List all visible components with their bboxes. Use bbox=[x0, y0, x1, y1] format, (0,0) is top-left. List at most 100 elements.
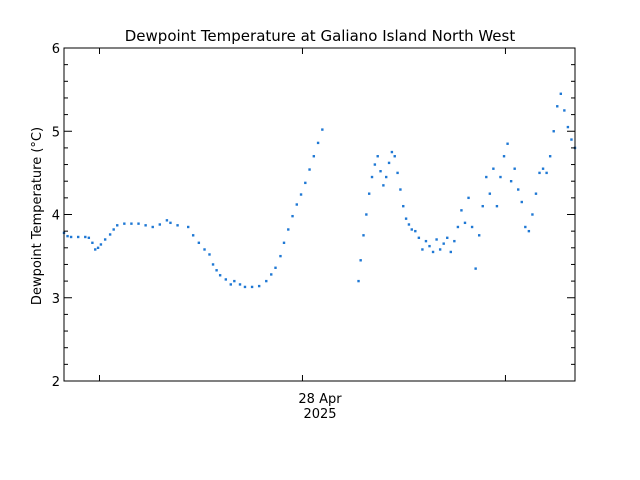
data-point-77 bbox=[431, 250, 435, 254]
data-point-91 bbox=[481, 204, 484, 208]
data-point-54 bbox=[362, 234, 365, 237]
data-point-19 bbox=[158, 223, 162, 226]
data-point-87 bbox=[467, 196, 470, 200]
data-point-39 bbox=[270, 273, 273, 276]
data-point-53 bbox=[359, 259, 362, 262]
data-point-47 bbox=[304, 181, 307, 185]
x-axis-ticks bbox=[98, 48, 506, 381]
data-point-85 bbox=[460, 209, 463, 212]
data-point-96 bbox=[499, 175, 502, 179]
data-point-7 bbox=[94, 248, 97, 251]
data-point-41 bbox=[279, 254, 282, 258]
data-point-111 bbox=[552, 130, 555, 133]
data-point-30 bbox=[218, 274, 222, 277]
data-point-57 bbox=[370, 175, 374, 179]
data-point-109 bbox=[545, 171, 548, 175]
data-point-55 bbox=[365, 213, 368, 216]
data-point-70 bbox=[407, 223, 411, 226]
data-point-89 bbox=[474, 267, 477, 270]
data-point-86 bbox=[463, 221, 467, 225]
data-point-114 bbox=[563, 109, 566, 112]
data-point-5 bbox=[87, 236, 91, 240]
data-point-59 bbox=[376, 155, 379, 158]
data-point-25 bbox=[197, 241, 201, 244]
data-points bbox=[62, 92, 577, 289]
data-point-74 bbox=[421, 248, 424, 251]
data-point-31 bbox=[224, 278, 228, 281]
y-tick-label-4: 6 bbox=[52, 42, 60, 57]
data-point-29 bbox=[215, 269, 218, 272]
data-point-99 bbox=[509, 180, 513, 183]
data-point-67 bbox=[399, 188, 402, 191]
data-point-51 bbox=[321, 128, 324, 131]
data-point-6 bbox=[91, 241, 94, 244]
data-point-50 bbox=[316, 141, 320, 145]
data-point-23 bbox=[187, 225, 190, 229]
data-point-48 bbox=[308, 168, 311, 171]
data-point-69 bbox=[404, 217, 408, 220]
data-point-93 bbox=[488, 192, 492, 195]
data-point-106 bbox=[534, 192, 538, 195]
x-tick-label-date: 28 Apr bbox=[298, 392, 342, 407]
data-point-73 bbox=[417, 236, 421, 240]
data-point-81 bbox=[446, 236, 449, 240]
data-point-98 bbox=[506, 142, 509, 145]
data-point-32 bbox=[229, 283, 232, 286]
data-point-44 bbox=[291, 214, 294, 218]
data-point-88 bbox=[470, 225, 474, 229]
data-point-4 bbox=[84, 235, 87, 239]
data-point-78 bbox=[435, 238, 438, 241]
y-tick-label-3: 5 bbox=[52, 125, 60, 140]
data-point-42 bbox=[282, 241, 286, 244]
data-point-82 bbox=[449, 250, 452, 254]
data-point-36 bbox=[250, 285, 254, 289]
data-point-21 bbox=[169, 221, 172, 225]
chart-title: Dewpoint Temperature at Galiano Island N… bbox=[125, 27, 516, 45]
data-point-52 bbox=[357, 279, 360, 283]
data-point-45 bbox=[295, 203, 298, 206]
data-point-62 bbox=[385, 175, 388, 179]
data-point-110 bbox=[548, 155, 552, 158]
data-point-27 bbox=[208, 253, 211, 256]
data-point-15 bbox=[130, 222, 133, 225]
data-point-94 bbox=[492, 167, 495, 170]
y-axis-ticks: 2 3 4 5 6 bbox=[52, 42, 575, 390]
data-point-80 bbox=[442, 242, 445, 245]
data-point-112 bbox=[556, 105, 559, 108]
y-tick-label-2: 4 bbox=[52, 209, 60, 224]
data-point-113 bbox=[559, 92, 563, 95]
data-point-40 bbox=[274, 266, 277, 269]
data-point-75 bbox=[424, 239, 428, 243]
data-point-28 bbox=[211, 263, 215, 266]
data-point-101 bbox=[517, 188, 520, 191]
data-point-14 bbox=[123, 222, 126, 225]
data-point-64 bbox=[390, 150, 394, 154]
data-point-76 bbox=[428, 244, 431, 248]
data-point-2 bbox=[69, 235, 73, 239]
data-point-65 bbox=[393, 155, 396, 158]
data-point-100 bbox=[513, 167, 516, 170]
data-point-12 bbox=[112, 228, 115, 231]
data-point-95 bbox=[495, 204, 499, 208]
data-point-16 bbox=[137, 222, 140, 225]
data-point-26 bbox=[203, 248, 206, 251]
data-point-90 bbox=[477, 234, 481, 237]
data-point-8 bbox=[96, 246, 100, 249]
data-point-92 bbox=[485, 175, 488, 179]
data-point-20 bbox=[165, 219, 169, 222]
data-point-17 bbox=[144, 224, 147, 227]
data-point-10 bbox=[103, 238, 107, 241]
data-point-102 bbox=[520, 200, 523, 204]
data-point-107 bbox=[538, 171, 541, 175]
data-point-18 bbox=[151, 225, 154, 229]
y-tick-label-1: 3 bbox=[52, 292, 60, 307]
data-point-63 bbox=[387, 161, 391, 165]
data-point-61 bbox=[382, 184, 385, 187]
data-point-103 bbox=[524, 225, 527, 229]
data-point-13 bbox=[116, 224, 119, 227]
data-point-11 bbox=[108, 233, 112, 236]
data-point-66 bbox=[396, 171, 399, 175]
data-point-68 bbox=[402, 204, 405, 208]
data-point-43 bbox=[287, 228, 290, 231]
